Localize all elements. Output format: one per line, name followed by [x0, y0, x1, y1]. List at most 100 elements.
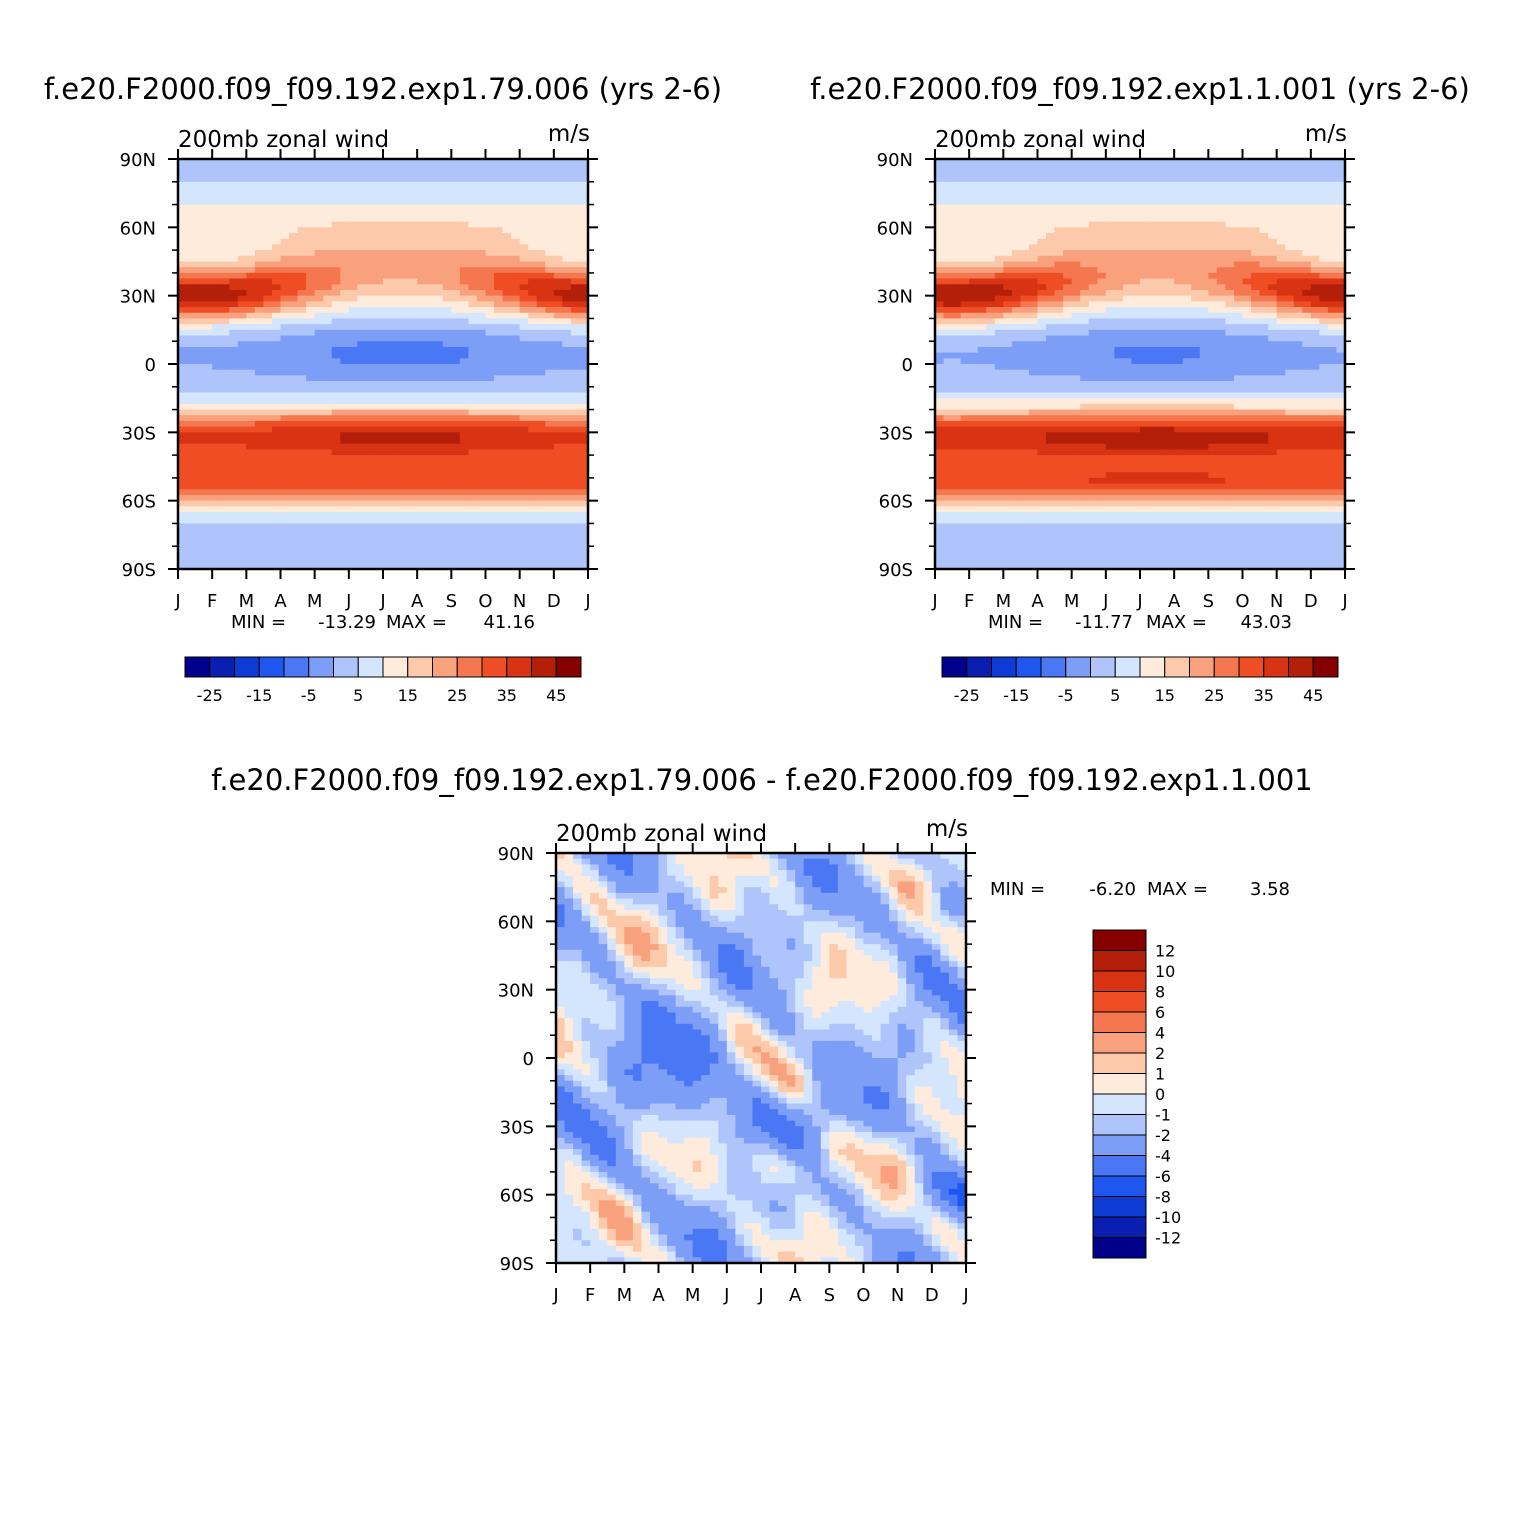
panel-2-field-cell: [1293, 187, 1303, 194]
panel-2-field-cell: [994, 250, 1004, 257]
panel-1-field-cell: [536, 324, 546, 331]
panel-1-field-cell: [203, 563, 213, 570]
panel-1-field-cell: [476, 261, 487, 268]
panel-1-field-cell: [348, 375, 358, 382]
panel-1-field-cell: [528, 477, 538, 485]
panel-2-field-cell: [1122, 193, 1133, 200]
panel-2-field-cell: [969, 198, 979, 206]
panel-1-field-cell: [528, 193, 538, 200]
panel-1-field-cell: [545, 204, 555, 211]
panel-1-field-cell: [348, 455, 358, 462]
panel-2-field-cell: [1063, 176, 1073, 183]
panel-1-field-cell: [374, 403, 384, 411]
panel-1-field-cell: [400, 198, 410, 206]
panel-1-field-cell: [511, 506, 521, 513]
panel-1-field-cell: [528, 312, 538, 320]
panel-1-field-cell: [451, 455, 461, 462]
panel-2-field-cell: [935, 233, 945, 240]
panel-2-field-cell: [1225, 164, 1235, 171]
panel-2-field-cell: [1208, 159, 1218, 166]
panel-1-field-cell: [314, 551, 324, 559]
panel-1-field-cell: [536, 534, 546, 542]
panel-1-field-cell: [203, 261, 213, 268]
panel-1-field-cell: [494, 272, 504, 280]
panel-2-field-cell: [1233, 289, 1244, 297]
panel-1-field-cell: [212, 233, 222, 240]
panel-2-field-cell: [1302, 244, 1312, 251]
panel-2-field-cell: [1268, 244, 1278, 251]
panel-1-field-cell: [271, 557, 282, 564]
panel-1-field-cell: [545, 392, 555, 399]
panel-1-field-cell: [408, 181, 418, 189]
panel-1-field-cell: [263, 426, 273, 433]
panel-2-field-cell: [1054, 289, 1064, 297]
panel-2-field-cell: [1020, 215, 1030, 223]
panel-2-field-cell: [994, 170, 1004, 177]
panel-1-field-cell: [220, 557, 230, 564]
panel-1-field-cell: [528, 301, 538, 308]
panel-1-field-cell: [323, 500, 333, 507]
panel-1-field-cell: [502, 278, 512, 285]
panel-1-field-cell: [212, 460, 222, 468]
panel-1-field-cell: [400, 238, 410, 246]
panel-2-field-cell: [969, 238, 979, 246]
panel-2-field-cell: [1037, 312, 1047, 320]
panel-2-field-cell: [1216, 307, 1227, 314]
panel-1-field-cell: [289, 432, 299, 439]
panel-2-field-cell: [1285, 238, 1295, 246]
panel-1-field-cell: [451, 278, 461, 285]
panel-1-field-cell: [459, 261, 470, 268]
panel-2-field-cell: [1037, 301, 1047, 308]
panel-1-field-cell: [340, 352, 350, 359]
panel-1-field-cell: [220, 210, 230, 217]
panel-1-field-cell: [340, 204, 350, 211]
panel-1-field-cell: [485, 455, 495, 462]
panel-1-field-cell: [289, 227, 299, 234]
panel-2-field-cell: [1080, 193, 1090, 200]
panel-1-field-cell: [485, 358, 495, 365]
panel-1-field-cell: [374, 267, 384, 274]
panel-1-field-cell: [485, 312, 495, 320]
panel-2-field-cell: [1003, 284, 1013, 291]
panel-1-field-cell: [203, 546, 213, 553]
panel-2-field-cell: [1233, 164, 1244, 171]
panel-1-field-cell: [434, 398, 444, 405]
panel-1-field-cell: [348, 381, 358, 388]
panel-1-field-cell: [570, 159, 581, 166]
panel-2-field-cell: [1259, 215, 1269, 223]
panel-1-field-cell: [383, 318, 393, 325]
panel-1-field-cell: [468, 176, 478, 183]
panel-2-field-cell: [1336, 289, 1346, 297]
panel-1-field-cell: [314, 403, 324, 411]
panel-1-colorbar: -25 -15 -5 5 15 25 35 45: [184, 656, 582, 705]
panel-2-field-cell: [952, 238, 962, 246]
panel-1-field-cell: [511, 312, 521, 320]
panel-1-field-cell: [331, 335, 341, 342]
panel-1-field-cell: [383, 193, 393, 200]
panel-2-field-cell: [1105, 272, 1115, 280]
panel-1-field-cell: [280, 278, 290, 285]
panel-1-field-cell: [459, 369, 470, 376]
panel-2-field-cell: [1046, 238, 1056, 246]
panel-1-field-cell: [280, 193, 290, 200]
panel-2-field-cell: [1216, 272, 1227, 280]
panel-1-field-cell: [425, 255, 435, 263]
panel-1-field-cell: [476, 301, 487, 308]
panel-1-field-cell: [391, 312, 401, 320]
panel-2-field-cell: [1191, 261, 1201, 268]
panel-1-field-cell: [331, 358, 341, 365]
panel-2-field-cell: [1310, 187, 1320, 194]
panel-1-field-cell: [195, 563, 205, 570]
panel-2-field-cell: [1046, 312, 1056, 320]
panel-1-field-cell: [365, 517, 376, 525]
panel-1-field-cell: [280, 489, 290, 496]
panel-1-field-cell: [212, 381, 222, 388]
panel-1-field-cell: [442, 295, 452, 302]
panel-2-field-cell: [1302, 272, 1312, 280]
panel-1-field-cell: [417, 324, 427, 331]
panel-1-field-cell: [476, 210, 487, 217]
panel-1-field-cell: [434, 557, 444, 564]
panel-1-field-cell: [280, 318, 290, 325]
panel-2-field-cell: [1157, 244, 1167, 251]
panel-1-field-cell: [263, 210, 273, 217]
